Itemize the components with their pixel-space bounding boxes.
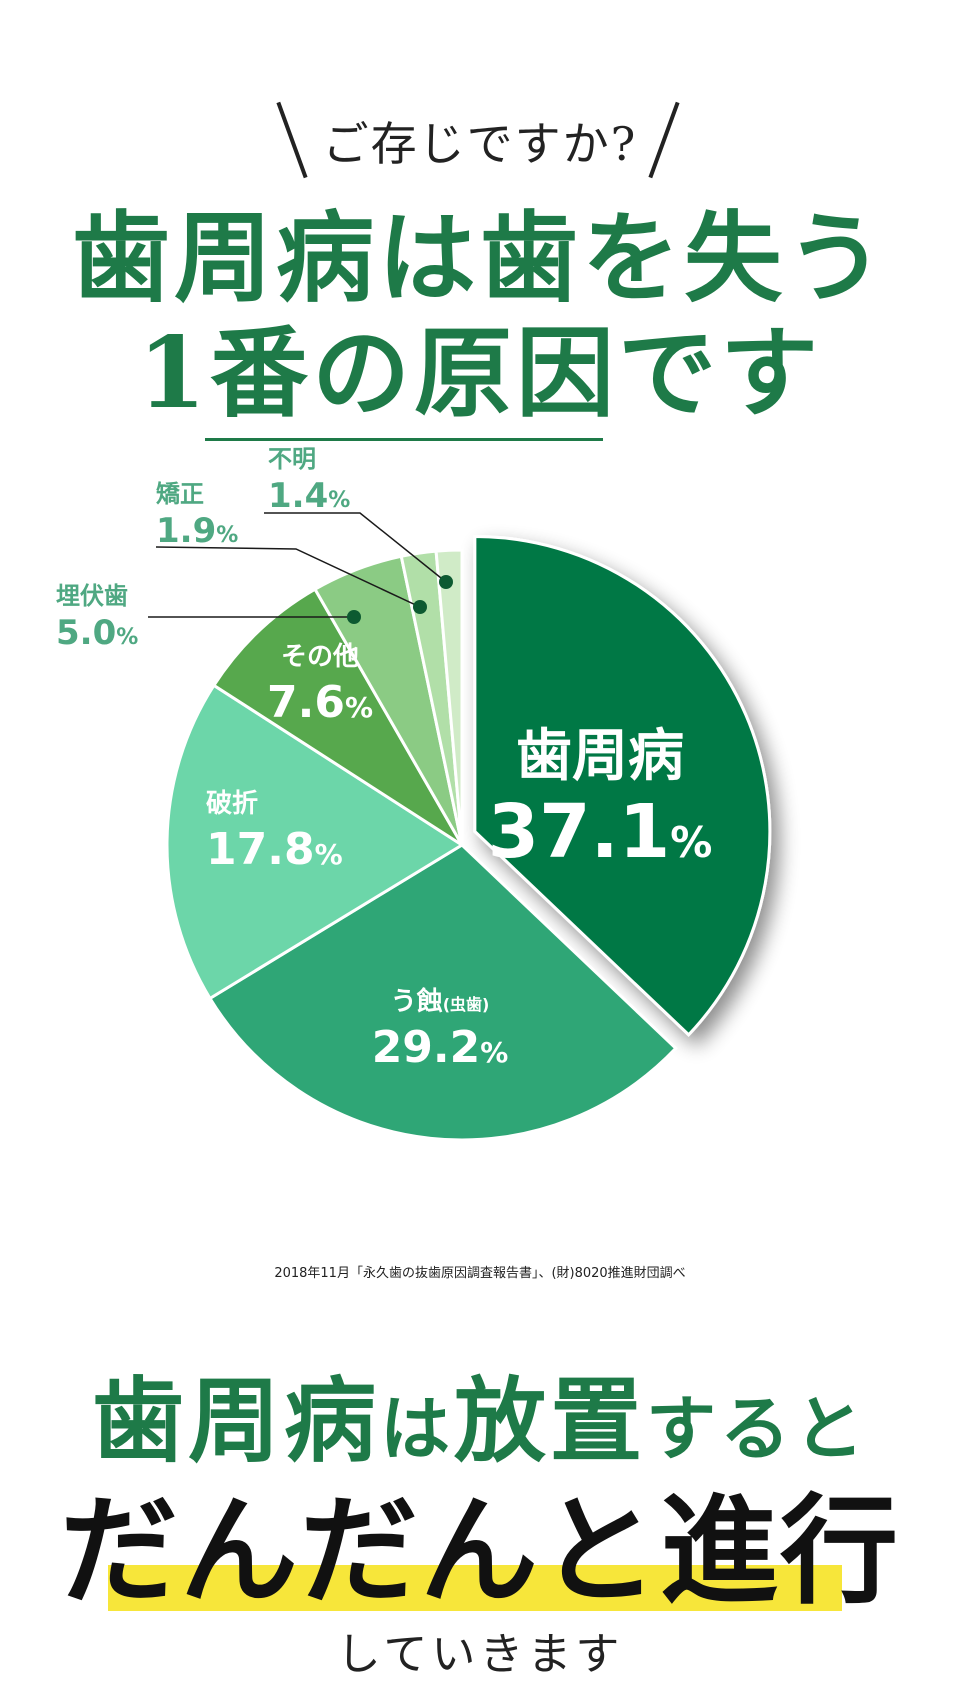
pie-slice-0 (473, 534, 772, 1037)
slice-label-other-value: 7.6% (267, 677, 373, 728)
slice-label-other-name: その他 (281, 642, 359, 672)
bottom-line1-part4: すると (646, 1387, 869, 1470)
ext-label-orthodontic-value: 1.9% (156, 511, 238, 551)
bottom-line1-part2: は (380, 1387, 454, 1470)
kicker-text: ご存じですか? (322, 117, 638, 171)
ext-label-unknown-value: 1.4% (268, 476, 350, 516)
headline-line2: 1番の原因です (137, 316, 823, 431)
source-note: 2018年11月「永久歯の抜歯原因調査報告書」、(財)8020推進財団調べ (274, 1266, 686, 1281)
ext-label-impacted-dot (347, 610, 361, 624)
slice-label-periodontal-name: 歯周病 (516, 724, 684, 789)
slice-label-fracture-name: 破折 (206, 789, 258, 819)
pie-slice-1 (207, 843, 678, 1142)
ext-label-unknown-name: 不明 (268, 445, 316, 473)
ext-label-unknown-dot (439, 575, 453, 589)
bottom-line3: していきます (336, 1629, 624, 1680)
pie-slice-3 (211, 587, 464, 847)
ext-label-unknown-leader (264, 512, 447, 583)
ext-label-impacted-name: 埋伏歯 (56, 582, 128, 610)
bottom-line1-part1: 歯周病 (91, 1367, 380, 1475)
bottom-line1: 歯周病は放置すると (0, 1375, 960, 1467)
yellow-highlight (108, 1565, 842, 1611)
pie-chart: 歯周病37.1%う蝕(虫歯)29.2%破折17.8%その他7.6%埋伏歯5.0%… (56, 445, 772, 1142)
ext-label-orthodontic-leader (155, 546, 421, 608)
bottom-line1-part3: 放置 (454, 1367, 647, 1475)
pie-slices (165, 534, 772, 1142)
pie-slice-2 (165, 683, 465, 1001)
headline-line1: 歯周病は歯を失う (71, 201, 888, 316)
pie-slice-6 (434, 548, 464, 846)
ext-label-orthodontic-name: 矯正 (156, 480, 204, 508)
headline-underline (205, 438, 603, 441)
ext-label-orthodontic-dot (413, 600, 427, 614)
bottom-line2: だんだんと進行 (59, 1481, 900, 1620)
pie-labels: 歯周病37.1%う蝕(虫歯)29.2%破折17.8%その他7.6%埋伏歯5.0%… (56, 445, 712, 1073)
leader-lines (148, 512, 453, 624)
ext-label-impacted-value: 5.0% (56, 613, 138, 653)
